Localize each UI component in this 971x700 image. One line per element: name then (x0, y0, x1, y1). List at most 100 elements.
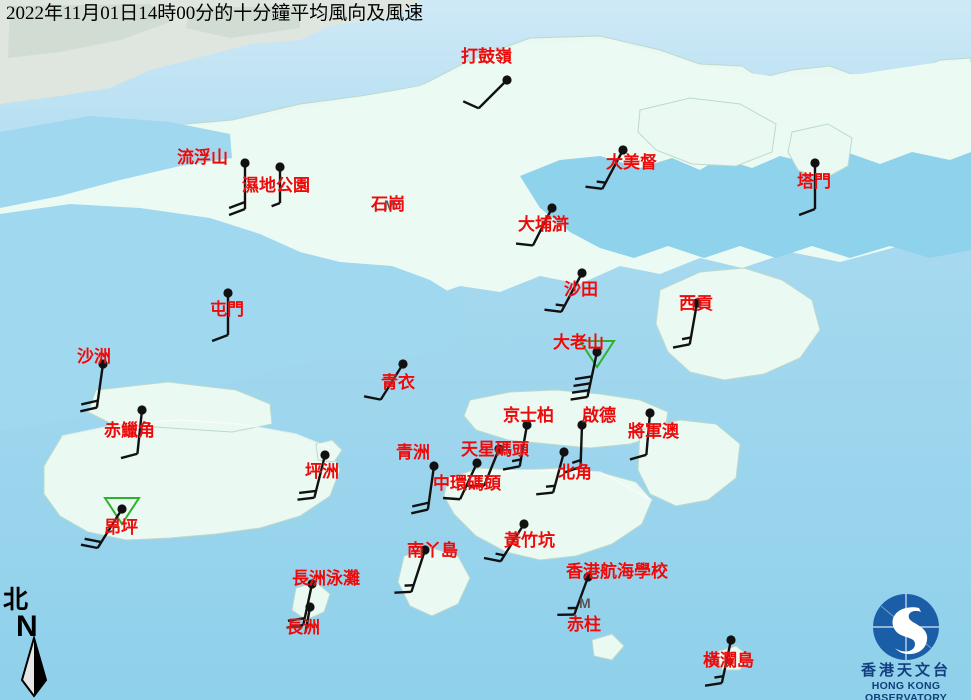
hko-logo-mark (863, 592, 949, 662)
wind-barb-北角 (536, 447, 569, 496)
station-dot (592, 347, 602, 357)
barb-full-feather (798, 207, 816, 217)
barb-full-feather (394, 590, 412, 594)
barb-half-feather (681, 336, 692, 341)
station-dot (692, 298, 702, 308)
plover-cove-landmass (637, 97, 777, 167)
barb-half-feather (596, 180, 606, 184)
station-dot (502, 75, 512, 85)
barb-full-feather (462, 100, 480, 110)
compass-label-en: N (16, 610, 38, 643)
barb-half-feather (271, 201, 281, 208)
station-dot (547, 203, 557, 213)
lamma-island (397, 547, 471, 617)
station-label-沙洲: 沙洲 (77, 347, 111, 366)
barb-full-feather (299, 489, 317, 495)
barb-full-feather (412, 501, 430, 508)
deep-bay-water (0, 116, 232, 208)
clear-water-bay-peninsula (637, 419, 741, 507)
barb-shaft (720, 639, 733, 684)
station-label-南丫島: 南丫島 (407, 541, 458, 560)
wind-barb-昂坪 (80, 497, 141, 550)
barb-full-feather (571, 388, 590, 394)
station-dot (645, 408, 655, 418)
barb-shaft (586, 351, 599, 398)
barb-full-feather (536, 491, 554, 496)
chek-lap-kok-island (87, 381, 273, 433)
wind-barb-長洲 (304, 602, 315, 633)
station-dot (398, 359, 408, 369)
station-dot (223, 288, 233, 298)
barb-full-feather (80, 543, 98, 550)
station-label-天星碼頭: 天星碼頭 (461, 440, 529, 459)
station-label-黃竹坑: 黃竹坑 (504, 531, 555, 550)
barb-shaft (531, 207, 554, 246)
hko-logo-text-en: HONG KONG OBSERVATORY (864, 680, 948, 700)
station-dot (726, 635, 736, 645)
station-label-京士柏: 京士柏 (503, 406, 554, 425)
station-label-石崗: 石崗 (371, 195, 405, 214)
station-dot (137, 405, 147, 415)
station-label-塔門: 塔門 (797, 172, 831, 191)
sai-kung-peninsula (655, 267, 821, 381)
wind-barb-大老山 (570, 340, 616, 401)
wind-barb-坪洲 (297, 450, 330, 501)
station-label-昂坪: 昂坪 (104, 518, 138, 537)
station-dot (307, 579, 317, 589)
barb-full-feather (80, 406, 98, 413)
station-dot (494, 444, 504, 454)
station-label-大埔滸: 大埔滸 (518, 215, 569, 234)
wind-barb-京士柏 (502, 420, 532, 471)
barb-shaft (560, 272, 584, 313)
barb-full-feather (704, 681, 723, 687)
station-dot (98, 359, 108, 369)
compass-needle-icon (20, 634, 48, 698)
wind-barb-橫瀾島 (704, 635, 736, 687)
wind-barb-啟德 (564, 420, 587, 474)
missing-data-marker-石崗: M (384, 197, 396, 213)
tap-mun-island (787, 123, 853, 181)
barb-shaft (426, 465, 436, 510)
barb-shaft (410, 549, 427, 593)
barb-full-feather (672, 343, 690, 349)
station-label-香港航海學校: 香港航海學校 (566, 562, 668, 581)
wind-barb-將軍澳 (629, 408, 655, 461)
station-dot (618, 145, 628, 155)
station-label-長洲: 長洲 (286, 618, 320, 637)
barb-full-feather (573, 382, 591, 388)
wind-barb-黃竹坑 (483, 519, 529, 563)
wind-barb-大埔滸 (515, 203, 557, 247)
station-dot (305, 602, 315, 612)
barb-full-feather (84, 537, 102, 544)
barb-full-feather (564, 465, 581, 474)
barb-full-feather (515, 242, 534, 247)
barb-full-feather (411, 508, 429, 515)
compass-label-cn: 北 (3, 587, 29, 614)
station-label-打鼓嶺: 打鼓嶺 (461, 47, 512, 66)
station-dot (559, 447, 569, 457)
wind-barb-沙田 (544, 268, 587, 314)
mainland-urban-texture (8, 4, 300, 58)
station-label-大美督: 大美督 (606, 153, 657, 172)
strong-wind-triangle-大老山 (578, 340, 616, 369)
barb-shaft (459, 462, 479, 500)
wind-barb-沙洲 (80, 359, 108, 413)
station-dot (522, 420, 532, 430)
station-label-北角: 北角 (558, 463, 592, 482)
wind-barb-赤柱 (525, 544, 645, 664)
barb-shaft (379, 363, 405, 401)
station-label-赤鱲角: 赤鱲角 (104, 421, 155, 440)
station-label-濕地公園: 濕地公園 (242, 176, 310, 195)
barb-full-feather (443, 496, 461, 501)
wind-barb-屯門 (211, 288, 233, 343)
wind-barb-青洲 (411, 461, 439, 515)
station-label-西貢: 西貢 (679, 294, 713, 313)
barb-full-feather (574, 375, 592, 381)
barb-shaft (601, 149, 625, 190)
barb-full-feather (544, 308, 562, 314)
barb-shaft (482, 448, 501, 487)
wind-barb-濕地公園 (271, 162, 285, 208)
western-waters (0, 204, 470, 430)
hong-kong-island (443, 467, 653, 561)
